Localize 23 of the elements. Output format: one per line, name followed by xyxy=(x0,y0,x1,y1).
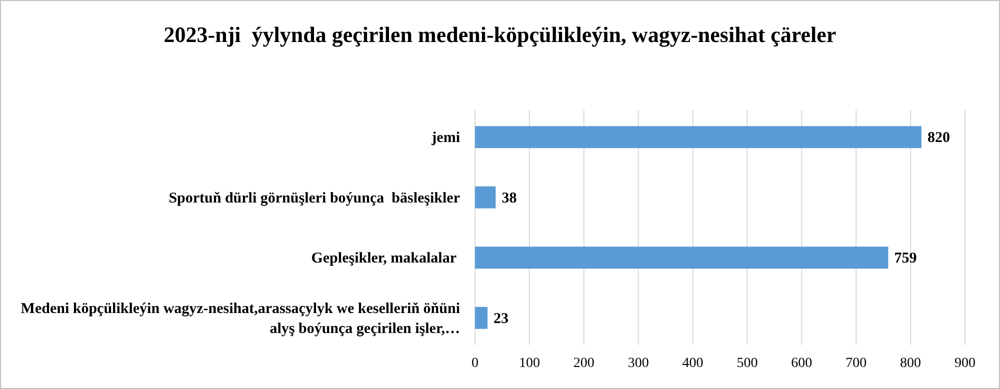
chart-title: 2023-nji ýylynda geçirilen medeni-köpçülikleýin, wagyz-nesihat çäreler xyxy=(164,22,836,47)
x-tick-label: 300 xyxy=(628,356,649,371)
x-tick-label: 800 xyxy=(900,356,922,371)
data-label: 759 xyxy=(894,250,917,267)
data-label: 820 xyxy=(927,130,950,146)
y-tick-label: Sportuň dürli görnüşleri boýunça bäsleşikler xyxy=(168,190,460,206)
x-tick-label: 0 xyxy=(472,356,478,371)
x-tick-label: 100 xyxy=(518,356,540,371)
x-tick-label: 200 xyxy=(573,356,594,371)
x-tick-label: 700 xyxy=(846,356,867,371)
y-tick-label: jemi xyxy=(430,130,460,146)
bar xyxy=(475,126,922,148)
data-label: 23 xyxy=(494,310,509,327)
y-tick-label: Medeni köpçülikleýin wagyz-nesihat,arassaçylyk we keselleriň öňüni alyş boýunça geçirilen işler,… xyxy=(20,300,460,337)
x-tick-label: 500 xyxy=(736,356,758,371)
bar xyxy=(475,186,496,208)
data-label: 38 xyxy=(502,190,517,206)
bar xyxy=(475,306,488,329)
y-tick-label: Gepleşikler, makalalar xyxy=(311,250,460,267)
x-tick-label: 900 xyxy=(954,356,976,371)
x-tick-label: 600 xyxy=(791,356,812,371)
x-tick-label: 400 xyxy=(682,356,704,371)
bar xyxy=(475,246,888,269)
